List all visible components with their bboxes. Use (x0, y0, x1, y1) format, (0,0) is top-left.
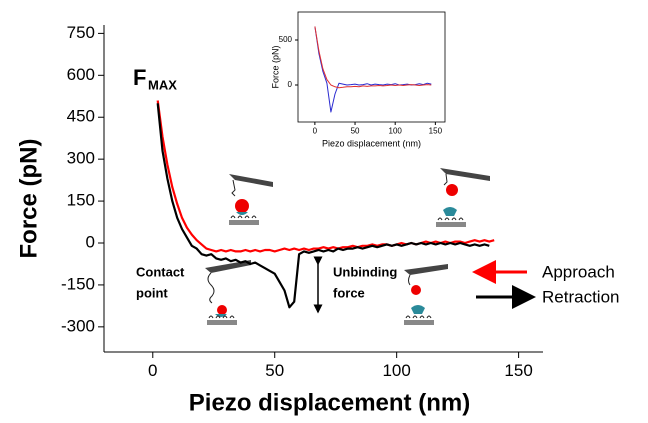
y-tick-label: 500 (279, 35, 293, 44)
annotation-text: Unbinding (333, 264, 397, 279)
annotation-text: point (136, 285, 168, 300)
y-axis-label: Force (pN) (270, 45, 280, 88)
fmax-label: F (133, 65, 146, 90)
y-tick-label: -300 (61, 316, 95, 335)
x-tick-label: 100 (382, 361, 410, 380)
data-line (314, 26, 432, 89)
x-axis-label: Piezo displacement (nm) (322, 138, 421, 148)
y-axis-label: Force (pN) (15, 139, 42, 259)
y-tick-label: 450 (67, 107, 95, 126)
fmax-subscript: MAX (148, 77, 177, 92)
legend-label: Retraction (542, 287, 619, 306)
y-tick-label: 600 (67, 65, 95, 84)
x-tick-label: 150 (504, 361, 532, 380)
y-tick-label: 0 (288, 80, 293, 89)
icon-approach-free (435, 168, 490, 228)
icon-approach-contact (228, 174, 273, 226)
annotation-text: force (333, 285, 365, 300)
x-tick-label: 0 (148, 361, 157, 380)
x-tick-label: 0 (313, 127, 318, 136)
y-tick-label: -150 (61, 274, 95, 293)
x-tick-label: 50 (351, 127, 360, 136)
annotation-text: Contact (136, 264, 185, 279)
y-tick-label: 300 (67, 149, 95, 168)
icon-retraction-free (403, 264, 448, 326)
data-line (156, 103, 490, 309)
legend-label: Approach (542, 262, 615, 281)
x-tick-label: 150 (429, 127, 443, 136)
inset-frame (297, 11, 446, 123)
x-tick-label: 100 (389, 127, 403, 136)
y-tick-label: 150 (67, 191, 95, 210)
y-tick-label: 750 (67, 23, 95, 42)
y-tick-label: 0 (86, 232, 95, 251)
data-line (156, 100, 495, 253)
x-axis-label: Piezo displacement (nm) (189, 389, 470, 416)
x-tick-label: 50 (265, 361, 284, 380)
icon-retraction-contact (205, 260, 251, 326)
